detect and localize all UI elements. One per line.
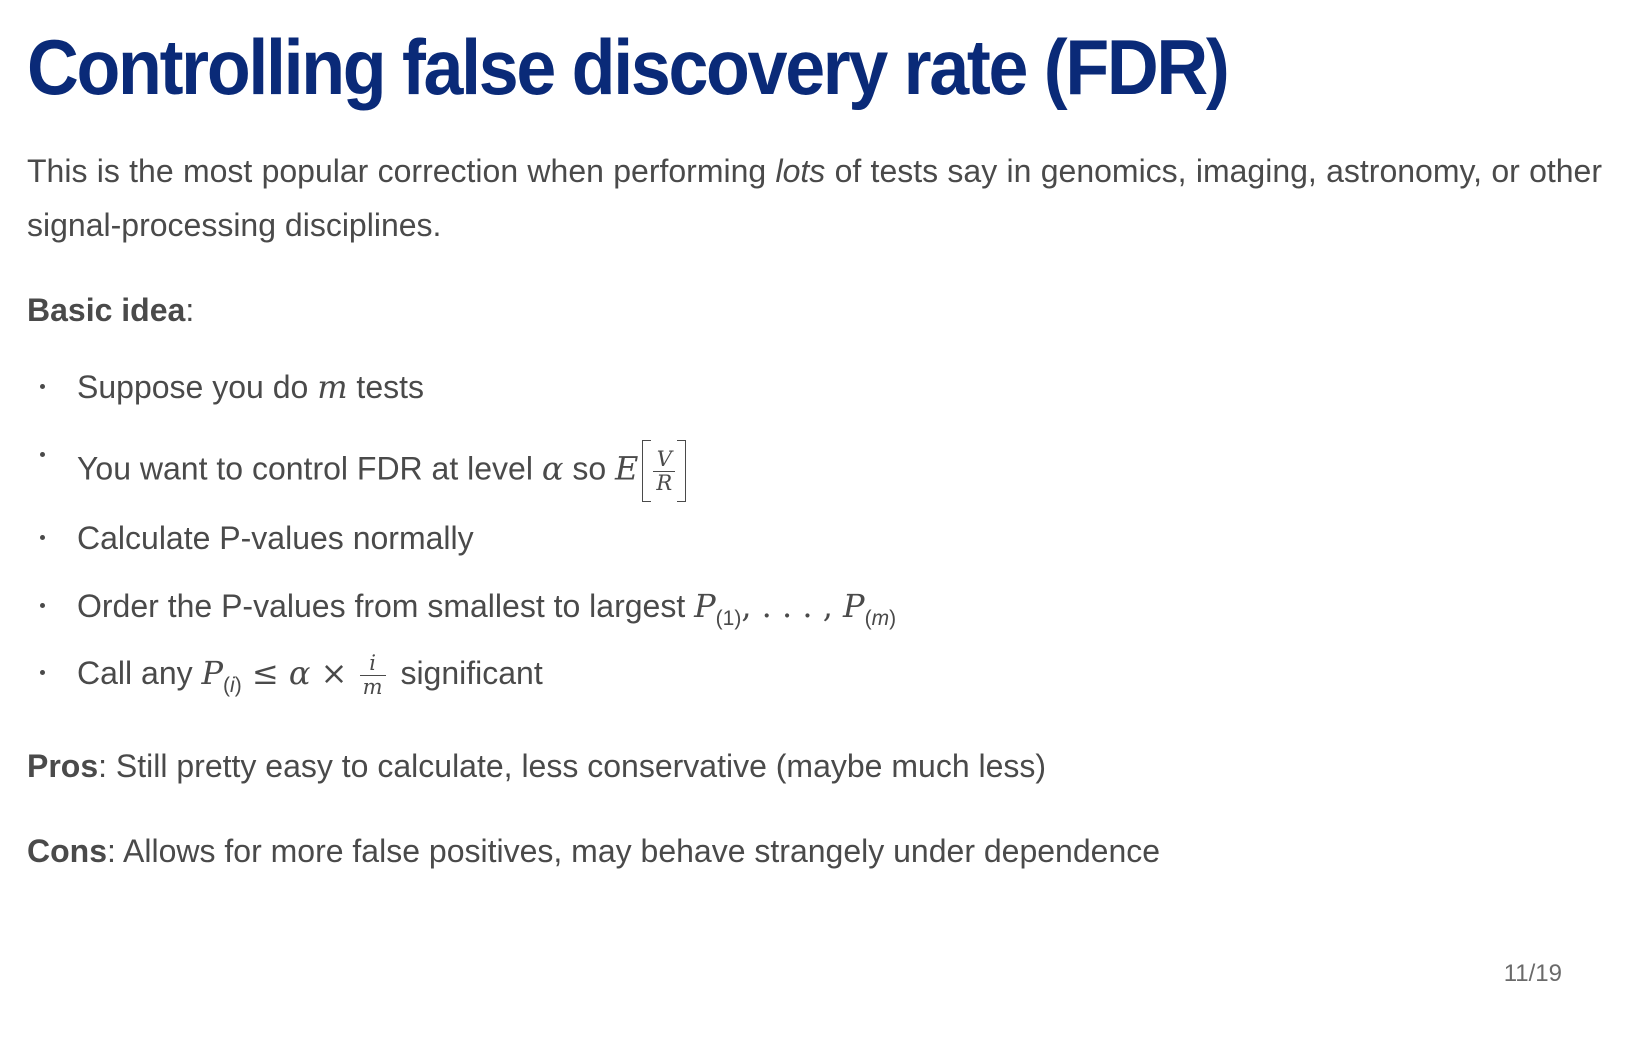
math-alpha: α xyxy=(541,449,564,488)
math-times: × xyxy=(310,654,358,692)
math-subscript-1: (1) xyxy=(715,607,742,630)
math-leq: ≤ xyxy=(241,654,289,692)
basic-idea-heading: Basic idea: xyxy=(27,290,194,330)
fraction-numerator: V xyxy=(653,448,676,472)
basic-idea-colon: : xyxy=(185,292,195,328)
cons-label: Cons xyxy=(27,833,107,869)
math-var-m: m xyxy=(317,368,348,406)
bullet-text: Calculate P-values normally xyxy=(77,520,474,556)
math-subscript-m: (m) xyxy=(864,607,897,630)
intro-text-after: of tests say in genomics, imaging, astro… xyxy=(27,153,1602,243)
basic-idea-label: Basic idea xyxy=(27,292,186,328)
intro-text-before: This is the most popular correction when… xyxy=(27,153,776,189)
bullet-text-post: tests xyxy=(347,369,424,405)
intro-emphasis: lots xyxy=(775,153,826,189)
math-p-first: P xyxy=(694,587,716,625)
math-expectation: E xyxy=(615,449,639,488)
bullet-text: Suppose you do m tests xyxy=(77,367,424,407)
bullet-dot-icon xyxy=(40,670,45,675)
cons-text: : Allows for more false positives, may b… xyxy=(107,833,1161,869)
bullet-text-pre: Call any xyxy=(77,655,202,691)
bullet-text-pre: Order the P-values from smallest to larg… xyxy=(77,588,695,624)
cons-line: Cons: Allows for more false positives, m… xyxy=(27,831,1160,871)
math-subscript-i: (i) xyxy=(223,674,242,697)
bullet-text-post: significant xyxy=(391,655,543,691)
math-ellipsis: , . . . , xyxy=(741,587,844,625)
bullet-text-pre: Suppose you do xyxy=(77,369,318,405)
pros-line: Pros: Still pretty easy to calculate, le… xyxy=(27,746,1046,786)
bullet-text-mid: so xyxy=(563,450,616,487)
right-bracket xyxy=(677,440,687,502)
pros-label: Pros xyxy=(27,748,99,784)
math-p-i: P xyxy=(201,654,224,692)
pros-text: : Still pretty easy to calculate, less c… xyxy=(98,748,1047,784)
math-p-last: P xyxy=(843,587,865,625)
math-alpha: α xyxy=(288,654,311,692)
bullet-dot-icon xyxy=(40,535,45,540)
bullet-dot-icon xyxy=(40,603,45,608)
bullet-dot-icon xyxy=(40,452,45,457)
bullet-text: Order the P-values from smallest to larg… xyxy=(77,586,896,639)
bullet-dot-icon xyxy=(40,384,45,389)
intro-paragraph: This is the most popular correction when… xyxy=(27,144,1602,252)
slide: Controlling false discovery rate (FDR) T… xyxy=(27,0,1607,1048)
page-number: 11/19 xyxy=(1503,960,1562,987)
fraction-denominator: m xyxy=(362,675,383,700)
slide-title: Controlling false discovery rate (FDR) xyxy=(27,23,1230,111)
left-bracket xyxy=(642,440,652,502)
fraction-numerator: i xyxy=(359,653,386,677)
bullet-text-pre: You want to control FDR at level xyxy=(77,450,542,487)
fraction-denominator: R xyxy=(656,470,673,495)
